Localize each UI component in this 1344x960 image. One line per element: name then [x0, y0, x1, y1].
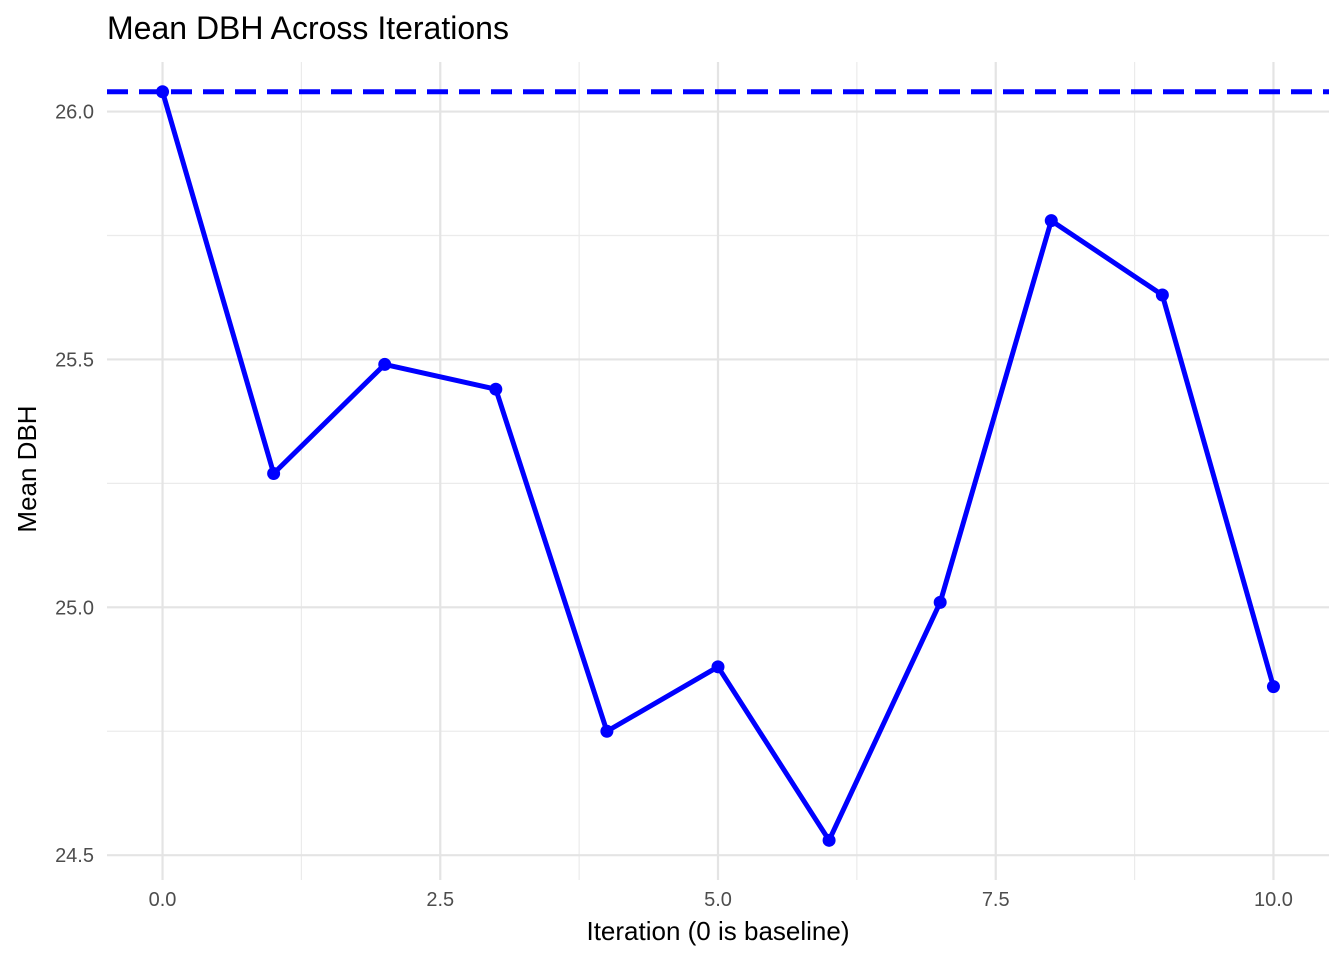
data-point: [156, 85, 170, 99]
y-axis-title: Mean DBH: [12, 405, 42, 532]
data-point: [711, 660, 725, 674]
y-tick-label: 25.5: [55, 349, 94, 371]
data-point: [933, 595, 947, 609]
data-point: [267, 466, 281, 480]
y-tick-label: 24.5: [55, 845, 94, 867]
major-gridlines: [107, 62, 1329, 880]
x-tick-label: 10.0: [1254, 889, 1293, 911]
data-point: [378, 357, 392, 371]
data-point: [600, 724, 614, 738]
y-tick-label: 25.0: [55, 597, 94, 619]
data-point: [1155, 288, 1169, 302]
data-point: [489, 382, 503, 396]
series-layer: [156, 85, 1280, 847]
x-tick-label: 0.0: [149, 889, 177, 911]
x-tick-label: 5.0: [704, 889, 732, 911]
data-point: [1266, 680, 1280, 694]
data-point: [1044, 214, 1058, 228]
y-tick-label: 26.0: [55, 102, 94, 124]
x-axis-title: Iteration (0 is baseline): [586, 916, 849, 946]
chart-title: Mean DBH Across Iterations: [107, 10, 509, 46]
data-point: [822, 833, 836, 847]
x-tick-label: 7.5: [982, 889, 1010, 911]
x-tick-labels: 0.0 2.5 5.0 7.5 10.0: [149, 889, 1293, 911]
x-tick-label: 2.5: [426, 889, 454, 911]
y-tick-labels: 24.5 25.0 25.5 26.0: [55, 102, 94, 868]
